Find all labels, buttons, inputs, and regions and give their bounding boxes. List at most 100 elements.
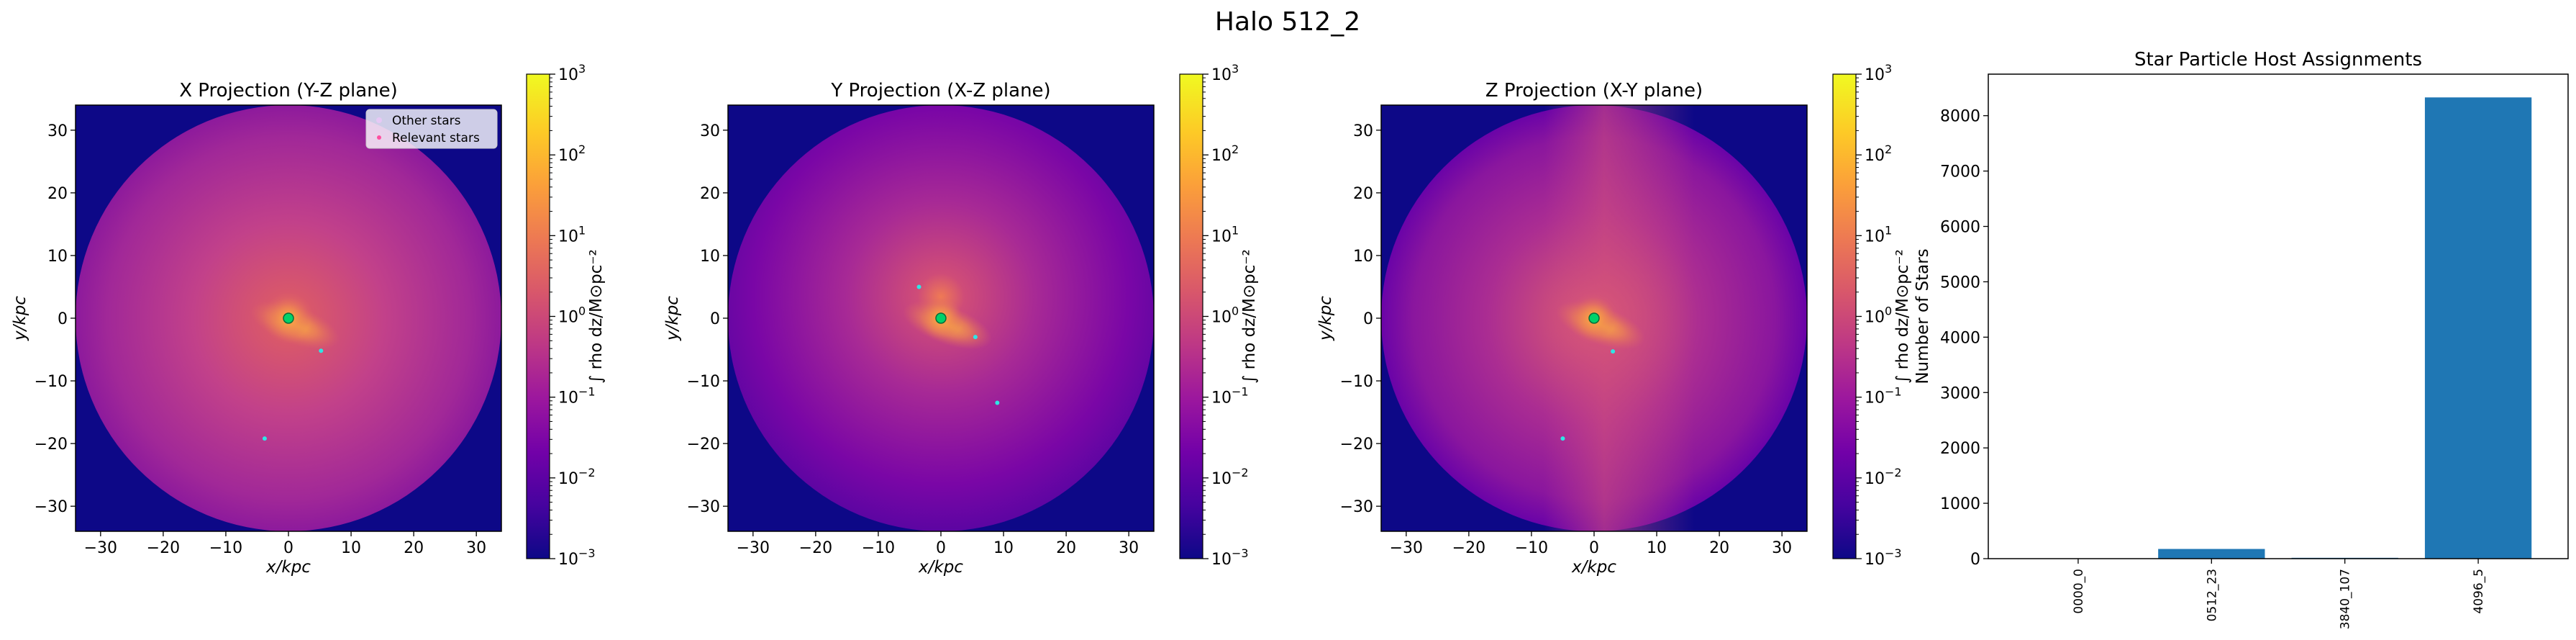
- bar-chart-title: Star Particle Host Assignments: [2134, 49, 2422, 71]
- y-tick-label: 20: [47, 185, 68, 203]
- x-axis-label: x/kpc: [918, 558, 963, 577]
- legend: Other stars Relevant stars: [365, 109, 498, 149]
- x-tick-label: 10: [341, 539, 361, 557]
- star-point-2: [262, 436, 267, 441]
- colorbar-tick-label: 10−1: [1211, 385, 1249, 407]
- colorbar-tick-label: 102: [558, 143, 586, 165]
- x-axis-label: x/kpc: [265, 558, 311, 577]
- x-axis-label: x/kpc: [1571, 558, 1616, 577]
- colorbar-tick-label: 103: [558, 62, 586, 84]
- y-axis-label: y/kpc: [1316, 296, 1335, 341]
- y-tick-label: 0: [1363, 310, 1373, 328]
- colorbar-1: 103 102 101 100 10−1 10−2 10−3 ∫ rho dz/M⊙pc⁻²: [526, 62, 606, 569]
- colorbar-tick-label: 101: [1211, 223, 1239, 245]
- bar-y-tick-label: 6000: [1940, 219, 1980, 237]
- colorbar-tick-label: 100: [1865, 305, 1892, 327]
- bar-axes-frame: [1988, 73, 2569, 559]
- x-tick-label: −30: [84, 539, 117, 557]
- y-tick-label: −30: [1340, 498, 1373, 516]
- colorbar-label: ∫ rho dz/M⊙pc⁻²: [1893, 249, 1912, 383]
- x-tick-label: 0: [1589, 539, 1599, 557]
- y-tick-label: 10: [1353, 248, 1373, 266]
- colorbar-tick-label: 10−3: [558, 546, 596, 569]
- y-tick-label: 0: [58, 310, 68, 328]
- colorbar-tick-label: 100: [558, 305, 586, 327]
- projection-panel-3: Z Projection (X-Y plane) −30 −30 −20 −20 −10 −…: [1316, 80, 1808, 577]
- y-tick-label: −10: [35, 373, 68, 391]
- colorbar-tick-label: 101: [1865, 223, 1892, 245]
- colorbar-tick-label: 103: [1211, 62, 1239, 84]
- star-point-2: [1560, 436, 1565, 441]
- x-tick-label: 30: [466, 539, 486, 557]
- bar-y-tick-label: 8000: [1940, 108, 1980, 126]
- bar-x-tick-label: 0000_0: [2072, 569, 2086, 614]
- colorbar-tick-label: 10−1: [1865, 385, 1902, 407]
- colorbar-tick-label: 10−2: [558, 466, 596, 488]
- y-tick-label: 30: [700, 122, 720, 140]
- star-point-1: [319, 348, 324, 353]
- y-tick-label: 30: [47, 122, 68, 140]
- colorbar-tick-label: 102: [1865, 143, 1892, 165]
- colorbar-tick-label: 100: [1211, 305, 1239, 327]
- x-tick-label: 20: [404, 539, 424, 557]
- y-tick-label: −10: [687, 373, 720, 391]
- star-point-1: [1611, 349, 1616, 354]
- legend-marker-relevant: [377, 135, 381, 140]
- bar-y-tick-label: 2000: [1940, 440, 1980, 458]
- x-tick-label: −20: [799, 539, 832, 557]
- legend-box: [365, 109, 498, 149]
- halo-center-marker: [935, 312, 947, 324]
- bar-4096_5: [2424, 97, 2532, 559]
- colorbar-tick-label: 10−2: [1865, 466, 1902, 488]
- x-tick-label: −30: [1390, 539, 1423, 557]
- y-tick-label: 10: [47, 248, 68, 266]
- bar-y-axis-label: Number of Stars: [1913, 248, 1932, 384]
- bar-y-tick-label: 4000: [1940, 329, 1980, 347]
- x-tick-label: −20: [147, 539, 180, 557]
- y-axis-label: y/kpc: [663, 296, 682, 341]
- bar-y-tick-label: 7000: [1940, 163, 1980, 181]
- bar-x-tick-label: 3840_107: [2339, 569, 2353, 629]
- y-tick-label: 20: [700, 185, 720, 203]
- y-tick-label: 30: [1353, 122, 1373, 140]
- star-point-2: [973, 335, 978, 340]
- colorbar-tick-label: 10−1: [558, 385, 596, 407]
- star-point-1: [916, 284, 921, 289]
- bar-y-tick-label: 3000: [1940, 384, 1980, 402]
- y-tick-label: −30: [35, 498, 68, 516]
- halo-center-marker: [1588, 312, 1600, 324]
- bar-x-tick-label: 0512_23: [2205, 569, 2219, 621]
- x-tick-label: 10: [993, 539, 1014, 557]
- colorbar-label: ∫ rho dz/M⊙pc⁻²: [587, 249, 606, 383]
- legend-label-other: Other stars: [392, 114, 461, 128]
- y-tick-label: 20: [1353, 185, 1373, 203]
- x-tick-label: 30: [1772, 539, 1792, 557]
- bar-x-tick-label: 4096_5: [2472, 569, 2486, 614]
- y-tick-label: −20: [35, 436, 68, 454]
- x-tick-label: −10: [209, 539, 242, 557]
- colorbar-tick-label: 102: [1211, 143, 1239, 165]
- y-tick-label: 10: [700, 248, 720, 266]
- bar-y-tick-label: 1000: [1940, 495, 1980, 513]
- colorbar-2: 103 102 101 100 10−1 10−2 10−3 ∫ rho dz/M⊙pc⁻²: [1179, 62, 1259, 569]
- figure-suptitle: Halo 512_2: [1215, 7, 1360, 37]
- colorbar-gradient: [1179, 73, 1203, 559]
- x-tick-label: −10: [862, 539, 895, 557]
- y-tick-label: −20: [1340, 436, 1373, 454]
- y-tick-label: 0: [710, 310, 720, 328]
- colorbar-tick-label: 103: [1865, 62, 1892, 84]
- bar-chart: 0000_0 0512_23 3840_107 4096_5 0 1000 2000 3000…: [1913, 49, 2569, 629]
- projection-title: Y Projection (X-Z plane): [830, 80, 1050, 102]
- projection-panel-2: Y Projection (X-Z plane) −30 −30 −20 −20 −10 −…: [663, 80, 1155, 577]
- x-tick-label: 20: [1709, 539, 1729, 557]
- star-point-3: [995, 400, 1000, 405]
- bar-y-tick-label: 5000: [1940, 274, 1980, 292]
- legend-label-relevant: Relevant stars: [392, 131, 480, 145]
- colorbar-tick-label: 10−3: [1211, 546, 1249, 569]
- x-tick-label: −10: [1515, 539, 1548, 557]
- colorbar-label: ∫ rho dz/M⊙pc⁻²: [1240, 249, 1259, 383]
- halo-center-marker: [283, 312, 294, 324]
- y-tick-label: −20: [687, 436, 720, 454]
- y-tick-label: −30: [687, 498, 720, 516]
